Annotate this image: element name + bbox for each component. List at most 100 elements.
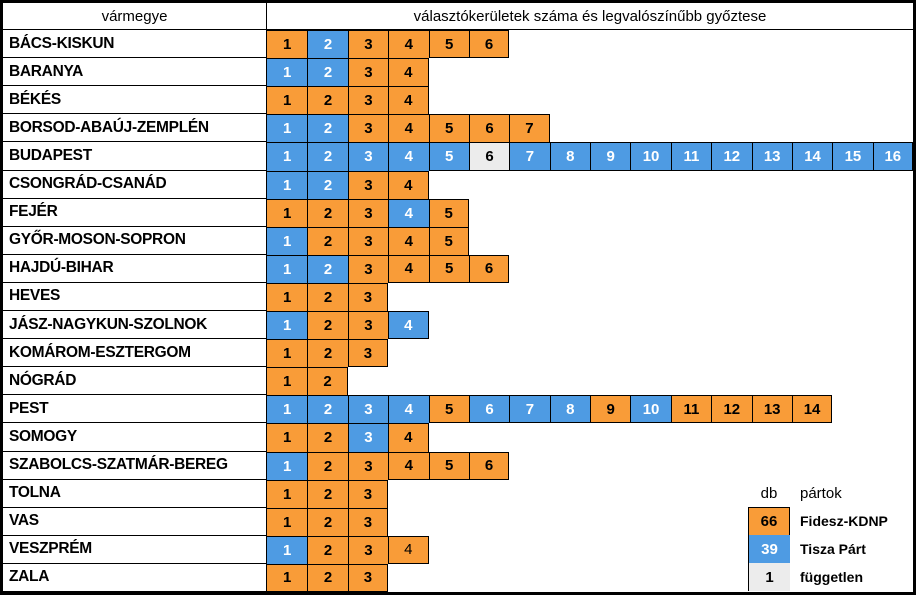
legend-party-label: Fidesz-KDNP [800,513,888,530]
district-cell: 2 [307,423,348,452]
district-cell: 1 [267,114,308,143]
county-row: BORSOD-ABAÚJ-ZEMPLÉN 1 2 3 4 5 6 7 [3,114,913,143]
district-cell: 3 [347,507,389,536]
county-label: BUDAPEST [3,142,267,171]
district-cell: 1 [267,86,308,115]
district-cell: 2 [307,507,348,536]
district-cell: 2 [307,58,348,87]
district-cell: 2 [307,395,348,424]
county-label: BÁCS-KISKUN [3,30,267,59]
county-label: KOMÁROM-ESZTERGOM [3,339,267,368]
district-cell: 2 [307,30,348,59]
county-label: VAS [3,507,267,536]
county-label: BARANYA [3,58,267,87]
district-cell: 1 [267,563,308,592]
district-cell: 3 [347,86,389,115]
district-cell: 1 [267,170,308,199]
district-cell: 3 [347,535,389,564]
district-cell: 2 [307,311,348,340]
district-cell: 1 [267,311,308,340]
district-cell: 6 [468,114,510,143]
county-label: JÁSZ-NAGYKUN-SZOLNOK [3,311,267,340]
district-cell: 8 [549,395,590,424]
county-label: HEVES [3,282,267,311]
legend-party-label: független [800,569,863,586]
district-cell: 4 [388,451,429,480]
district-cell: 2 [307,367,348,396]
district-cell: 2 [307,254,348,283]
district-cell: 5 [428,226,469,255]
district-cell: 4 [388,395,429,424]
legend-partok-label: pártok [800,484,842,502]
district-cell: 16 [872,142,913,171]
district-cell: 3 [347,423,389,452]
legend-count-swatch: 39 [748,535,790,564]
county-row: SOMOGY 1 2 3 4 [3,423,913,452]
district-cell: 6 [468,451,510,480]
district-cell: 2 [307,339,348,368]
district-cell: 1 [267,282,308,311]
district-cell: 3 [347,142,389,171]
district-cell: 12 [711,395,752,424]
district-cell: 2 [307,226,348,255]
header-varmegye: vármegye [3,3,267,29]
district-cell: 5 [428,395,469,424]
header-districts-title: választókerületek száma és legvalószínűb… [413,7,767,25]
county-row: BÉKÉS 1 2 3 4 [3,86,913,115]
district-cell: 3 [347,198,389,227]
table: vármegye választókerületek száma és legv… [3,3,913,592]
district-cell: 9 [590,142,631,171]
district-cell: 2 [307,479,348,508]
district-cell: 4 [388,86,429,115]
district-cell: 1 [267,451,308,480]
district-cell: 1 [267,198,308,227]
county-row: HEVES 1 2 3 [3,282,913,311]
county-row: ZALA 1 2 3 [3,563,913,592]
district-cell: 14 [791,142,833,171]
county-row: SZABOLCS-SZATMÁR-BEREG 1 2 3 4 5 6 [3,451,913,480]
district-cell: 1 [267,367,308,396]
county-label: CSONGRÁD-CSANÁD [3,170,267,199]
county-label: FEJÉR [3,198,267,227]
district-cell: 4 [388,535,429,564]
county-row: CSONGRÁD-CSANÁD 1 2 3 4 [3,170,913,199]
district-cell: 1 [267,535,308,564]
legend-item: 66 Fidesz-KDNP [748,507,888,536]
district-cell: 2 [307,282,348,311]
county-label: ZALA [3,563,267,592]
district-cell: 11 [670,142,712,171]
district-cell: 2 [307,170,348,199]
legend-party-label: Tisza Párt [800,541,866,558]
county-row: JÁSZ-NAGYKUN-SZOLNOK 1 2 3 4 [3,311,913,340]
district-cell: 6 [468,395,510,424]
district-cell: 2 [307,114,348,143]
county-row: NÓGRÁD 1 2 [3,367,913,396]
district-cell: 3 [347,226,389,255]
district-cell: 4 [388,254,429,283]
legend-header: db pártok [748,479,888,507]
district-cell: 6 [468,254,510,283]
district-cell: 5 [428,198,469,227]
district-cell: 1 [267,142,308,171]
district-cell: 15 [832,142,873,171]
county-label: SZABOLCS-SZATMÁR-BEREG [3,451,267,480]
county-label: HAJDÚ-BIHAR [3,254,267,283]
district-cell: 1 [267,395,308,424]
district-cell: 1 [267,226,308,255]
district-cell: 1 [267,423,308,452]
district-cell: 2 [307,198,348,227]
district-cell: 4 [388,311,429,340]
district-cell: 7 [509,142,550,171]
district-cell: 5 [428,30,469,59]
district-cell: 3 [347,58,389,87]
county-row: HAJDÚ-BIHAR 1 2 3 4 5 6 [3,254,913,283]
county-label: PEST [3,395,267,424]
legend-item: 1 független [748,563,888,592]
district-cell: 7 [509,114,550,143]
district-cell: 6 [468,30,510,59]
district-cell: 5 [428,451,469,480]
legend-rows: 66 Fidesz-KDNP 39 Tisza Párt 1 független [748,507,888,592]
county-label: VESZPRÉM [3,535,267,564]
district-cell: 5 [428,254,469,283]
